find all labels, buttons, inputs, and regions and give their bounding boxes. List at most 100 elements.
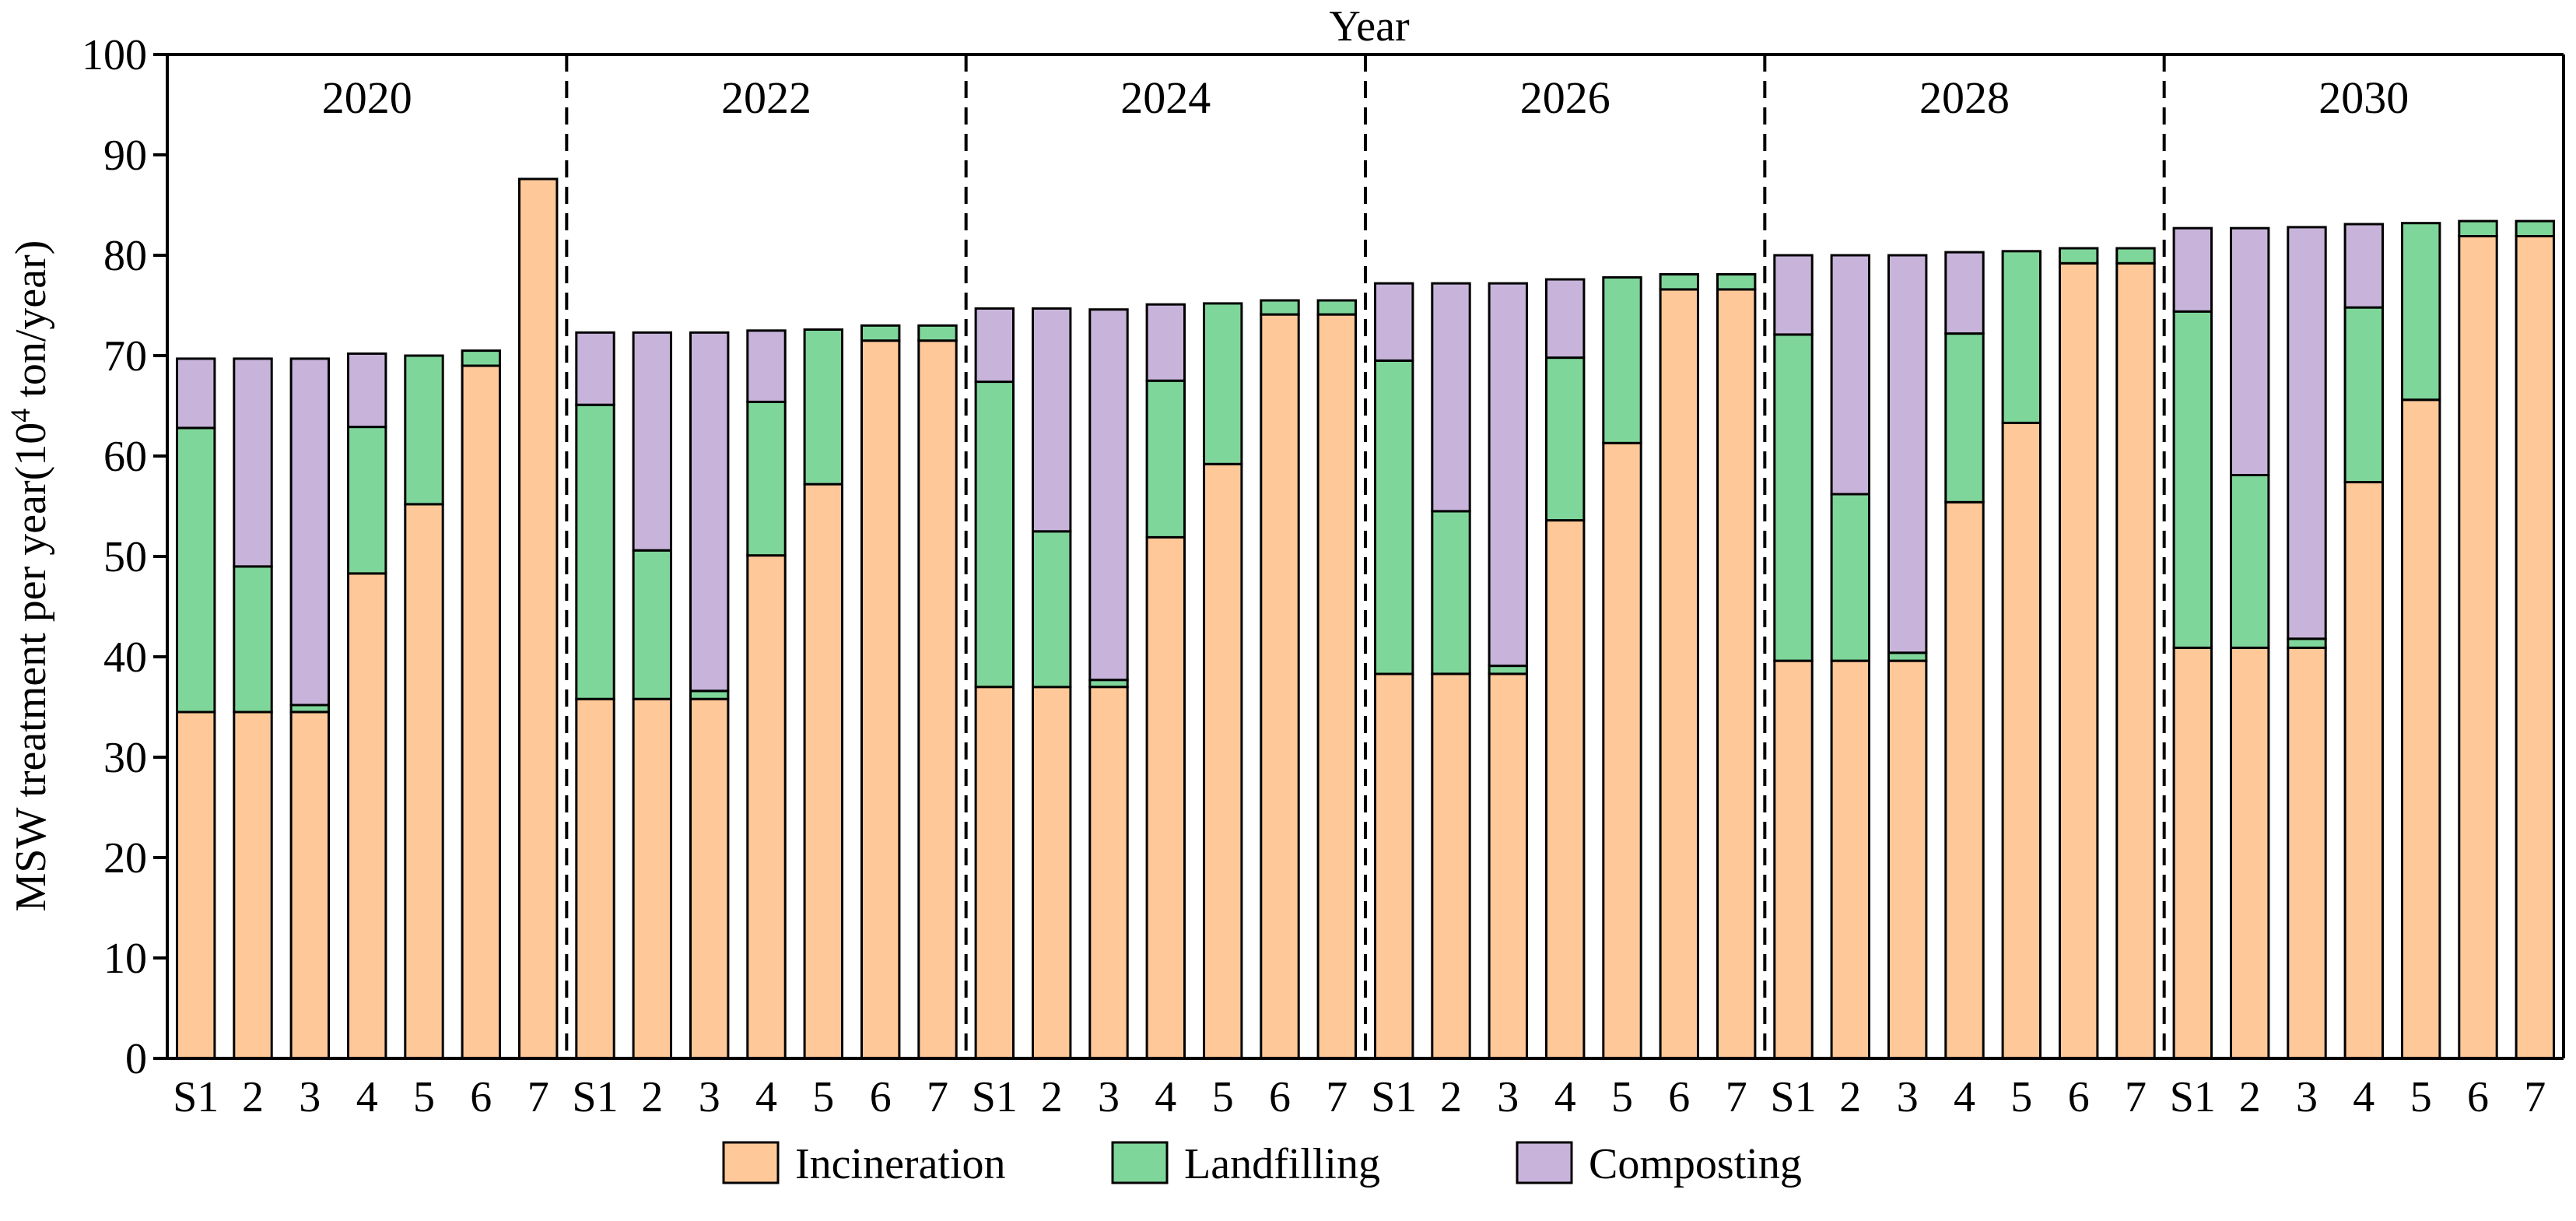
x-tick-label-2026-2: 2 bbox=[1440, 1073, 1462, 1121]
bar-2020-4-landfilling bbox=[347, 426, 387, 575]
x-tick-label-2024-4: 4 bbox=[1155, 1073, 1176, 1121]
bar-2028-7-incineration bbox=[2115, 261, 2156, 1060]
x-tick-label-2028-5: 5 bbox=[2010, 1073, 2032, 1121]
bar-2030-4-composting bbox=[2343, 223, 2385, 309]
bar-2026-2-incineration bbox=[1431, 672, 1471, 1060]
bar-2028-2-incineration bbox=[1830, 659, 1871, 1060]
x-tick-label-2024-6: 6 bbox=[1269, 1073, 1291, 1121]
bar-2026-S1-composting bbox=[1374, 282, 1414, 362]
bar-2030-2-incineration bbox=[2230, 646, 2270, 1060]
bar-2024-4-incineration bbox=[1145, 536, 1186, 1060]
bar-2028-5-incineration bbox=[2001, 421, 2042, 1060]
x-tick-label-2026-S1: S1 bbox=[1371, 1073, 1417, 1121]
y-tick-label-20: 20 bbox=[103, 834, 147, 882]
x-tick-label-2028-4: 4 bbox=[1954, 1073, 1975, 1121]
x-tick-label-2020-5: 5 bbox=[413, 1073, 435, 1121]
bar-2020-2-composting bbox=[233, 357, 273, 568]
bar-2026-S1-incineration bbox=[1374, 672, 1414, 1060]
bar-2022-S1-landfilling bbox=[575, 403, 615, 700]
x-tick-label-2028-S1: S1 bbox=[1770, 1073, 1816, 1121]
x-tick-label-2030-2: 2 bbox=[2239, 1073, 2261, 1121]
bar-2020-3-composting bbox=[289, 357, 331, 707]
y-tick-label-0: 0 bbox=[125, 1035, 147, 1083]
bar-2020-S1-composting bbox=[176, 357, 216, 430]
y-tick-label-10: 10 bbox=[103, 935, 147, 983]
bar-2020-S1-landfilling bbox=[176, 426, 216, 714]
bar-2022-6-landfilling bbox=[860, 324, 901, 342]
y-tick-label-60: 60 bbox=[103, 433, 147, 481]
bar-2024-6-incineration bbox=[1260, 313, 1300, 1060]
legend-label-landfilling: Landfilling bbox=[1184, 1140, 1380, 1188]
y-axis-title-main: MSW treatment per year(10 bbox=[7, 423, 55, 912]
bar-2030-7-incineration bbox=[2515, 235, 2556, 1060]
bar-2022-4-landfilling bbox=[746, 400, 787, 557]
y-axis-title: MSW treatment per year(104 ton/year) bbox=[5, 240, 55, 912]
bar-2022-5-landfilling bbox=[803, 328, 843, 486]
bar-2028-S1-landfilling bbox=[1773, 333, 1814, 662]
bar-2022-2-incineration bbox=[632, 697, 672, 1060]
bar-2024-6-landfilling bbox=[1260, 299, 1300, 316]
x-tick-label-2026-4: 4 bbox=[1554, 1073, 1576, 1121]
bar-2028-4-incineration bbox=[1944, 500, 1985, 1060]
bar-2022-S1-incineration bbox=[575, 697, 615, 1060]
y-axis-title-sup: 4 bbox=[5, 409, 36, 423]
bar-2022-S1-composting bbox=[575, 331, 615, 406]
bar-2022-7-incineration bbox=[917, 339, 958, 1060]
legend-swatch-composting bbox=[1516, 1141, 1573, 1184]
bar-2030-4-landfilling bbox=[2343, 306, 2385, 484]
x-tick-label-2028-7: 7 bbox=[2125, 1073, 2147, 1121]
x-tick-label-2022-7: 7 bbox=[927, 1073, 948, 1121]
bar-2020-2-landfilling bbox=[233, 565, 273, 714]
bar-2026-3-landfilling bbox=[1488, 665, 1528, 675]
bar-2024-S1-composting bbox=[974, 307, 1015, 384]
bar-2022-4-incineration bbox=[746, 554, 787, 1060]
bar-2024-3-composting bbox=[1088, 308, 1129, 682]
x-tick-label-2024-3: 3 bbox=[1098, 1073, 1120, 1121]
bar-2022-2-landfilling bbox=[632, 549, 672, 700]
bar-2030-3-composting bbox=[2287, 226, 2327, 640]
bar-2030-4-incineration bbox=[2343, 481, 2385, 1060]
x-tick-label-2020-S1: S1 bbox=[173, 1073, 219, 1121]
x-tick-label-2020-2: 2 bbox=[242, 1073, 264, 1121]
x-tick-label-2030-3: 3 bbox=[2296, 1073, 2318, 1121]
legend-swatch-incineration bbox=[722, 1141, 780, 1184]
group-label-2028: 2028 bbox=[1919, 72, 2010, 123]
x-tick-label-2026-6: 6 bbox=[1668, 1073, 1690, 1121]
x-tick-label-2020-3: 3 bbox=[299, 1073, 321, 1121]
y-tick-label-100: 100 bbox=[82, 31, 147, 79]
group-label-2024: 2024 bbox=[1120, 72, 1211, 123]
bar-2022-4-composting bbox=[746, 329, 787, 403]
y-tick-label-80: 80 bbox=[103, 232, 147, 280]
bar-2020-7-incineration bbox=[518, 177, 559, 1060]
legend-label-composting: Composting bbox=[1589, 1140, 1802, 1188]
bar-2028-3-landfilling bbox=[1887, 651, 1928, 662]
x-tick-label-2028-2: 2 bbox=[1839, 1073, 1861, 1121]
x-tick-label-2024-7: 7 bbox=[1326, 1073, 1348, 1121]
x-tick-label-2030-S1: S1 bbox=[2170, 1073, 2216, 1121]
bar-2024-S1-landfilling bbox=[974, 381, 1015, 689]
bar-2030-S1-landfilling bbox=[2172, 310, 2213, 649]
bar-2024-S1-incineration bbox=[974, 686, 1015, 1060]
bar-2020-S1-incineration bbox=[176, 710, 216, 1060]
bar-2022-3-composting bbox=[689, 331, 730, 693]
x-tick-label-2020-7: 7 bbox=[527, 1073, 549, 1121]
bar-2026-4-incineration bbox=[1545, 519, 1586, 1060]
legend-label-incineration: Incineration bbox=[795, 1140, 1006, 1188]
bar-2024-5-incineration bbox=[1203, 462, 1243, 1060]
bar-2026-4-composting bbox=[1545, 278, 1586, 360]
y-tick-label-30: 30 bbox=[103, 734, 147, 782]
bar-2020-4-incineration bbox=[347, 572, 387, 1060]
bar-2022-6-incineration bbox=[860, 339, 901, 1060]
x-tick-label-2020-6: 6 bbox=[470, 1073, 492, 1121]
x-tick-label-2024-2: 2 bbox=[1041, 1073, 1063, 1121]
group-label-2022: 2022 bbox=[721, 72, 811, 123]
bar-2022-7-landfilling bbox=[917, 324, 958, 342]
bar-2024-2-incineration bbox=[1032, 686, 1072, 1060]
x-tick-label-2028-3: 3 bbox=[1897, 1073, 1919, 1121]
bar-2028-5-landfilling bbox=[2001, 250, 2042, 424]
bar-2020-2-incineration bbox=[233, 710, 273, 1060]
bar-2028-7-landfilling bbox=[2115, 247, 2156, 265]
bar-2020-5-incineration bbox=[404, 503, 444, 1060]
y-axis-title-tail: ton/year) bbox=[7, 240, 55, 409]
bar-2028-4-landfilling bbox=[1944, 332, 1985, 503]
